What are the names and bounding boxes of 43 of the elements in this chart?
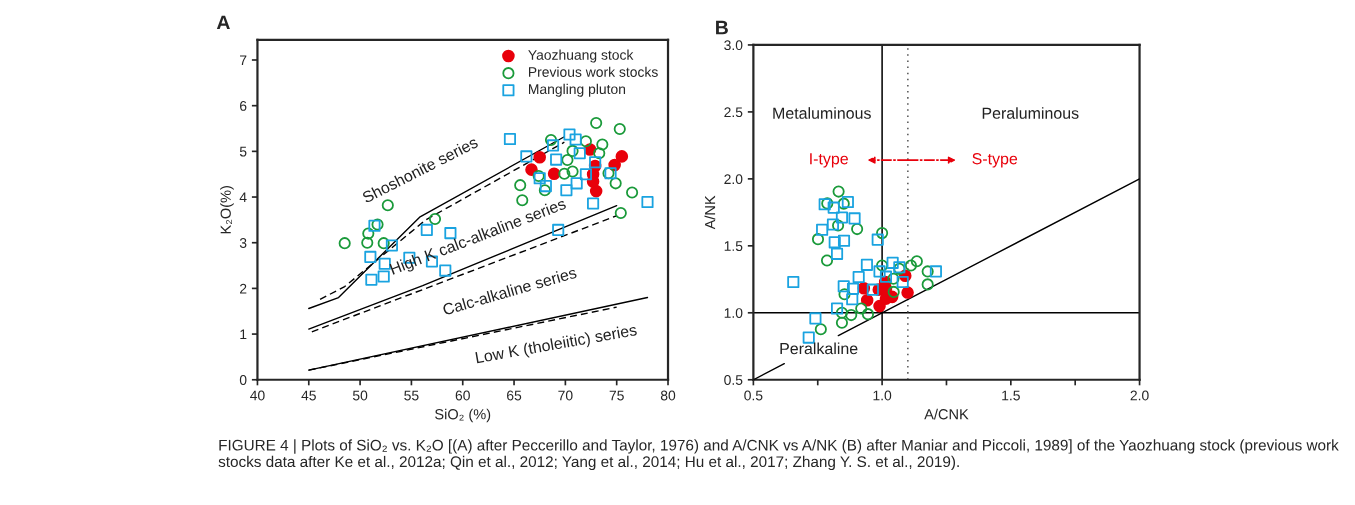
chart-title: B xyxy=(716,20,728,35)
x-tick-label: 1.0 xyxy=(873,390,892,401)
y-axis-title: K₂O(%) xyxy=(220,186,234,234)
y-tick-label: 5 xyxy=(239,146,247,157)
y-tick-label: 0.5 xyxy=(724,375,743,385)
y-tick-label: 4 xyxy=(239,192,247,203)
y-tick-label: 0 xyxy=(239,375,247,385)
legend-label: Previous work stocks xyxy=(529,66,658,77)
y-tick-label: 3.0 xyxy=(724,40,743,51)
y-tick-label: 6 xyxy=(240,101,247,111)
x-tick-label: 40 xyxy=(250,390,265,401)
annotation: S-type xyxy=(972,153,1018,168)
caption: FIGURE 4 | Plots of SiO₂ vs. K₂O [(A) after Peccerillo and Taylor, 1976) and A/CNK vs A/NK (B) after Maniar and Piccoli, 1989] of the Yaozhuang stock (previous work stocks data after Ke et al., 2012a; Qin et al., 2012; Yang et al., 2014; Hu et al., 2017; Zhang Y. S. et al., 2019). xyxy=(218,439,1339,471)
x-tick-label: 50 xyxy=(352,390,368,401)
y-tick-label: 2.0 xyxy=(724,174,743,185)
x-tick-label: 2.0 xyxy=(1130,390,1149,401)
y-tick-label: 2.5 xyxy=(724,107,743,118)
x-tick-label: 1.5 xyxy=(1002,390,1020,401)
x-tick-label: 60 xyxy=(455,390,470,401)
y-tick-label: 1.0 xyxy=(724,308,743,318)
y-axis-title: A/NK xyxy=(704,195,716,230)
annotation: Peraluminous xyxy=(982,107,1079,119)
y-tick-label: 2 xyxy=(240,283,247,294)
annotation: Low K (tholeiitic) series xyxy=(475,323,638,367)
legend-label: Yaozhuang stock xyxy=(528,49,634,63)
annotation: I-type xyxy=(810,153,848,168)
chart-title: A xyxy=(216,15,230,30)
y-tick-label: 1.5 xyxy=(724,241,743,251)
y-tick-label: 7 xyxy=(240,55,247,66)
x-tick-label: 55 xyxy=(404,390,419,401)
x-axis-title: A/CNK xyxy=(924,408,969,420)
y-tick-label: 3 xyxy=(239,238,247,248)
annotation: Metaluminous xyxy=(773,107,871,119)
x-tick-label: 0.5 xyxy=(744,390,763,401)
x-axis-title: SiO₂ (%) xyxy=(435,408,491,423)
legend-label: Mangling pluton xyxy=(529,83,626,97)
x-tick-label: 65 xyxy=(507,390,522,401)
x-tick-label: 80 xyxy=(660,390,676,401)
y-tick-label: 1 xyxy=(240,329,247,340)
annotation: Peralkaline xyxy=(780,342,858,355)
x-tick-label: 70 xyxy=(558,390,573,401)
x-tick-label: 45 xyxy=(301,390,316,401)
x-tick-label: 75 xyxy=(609,390,624,401)
